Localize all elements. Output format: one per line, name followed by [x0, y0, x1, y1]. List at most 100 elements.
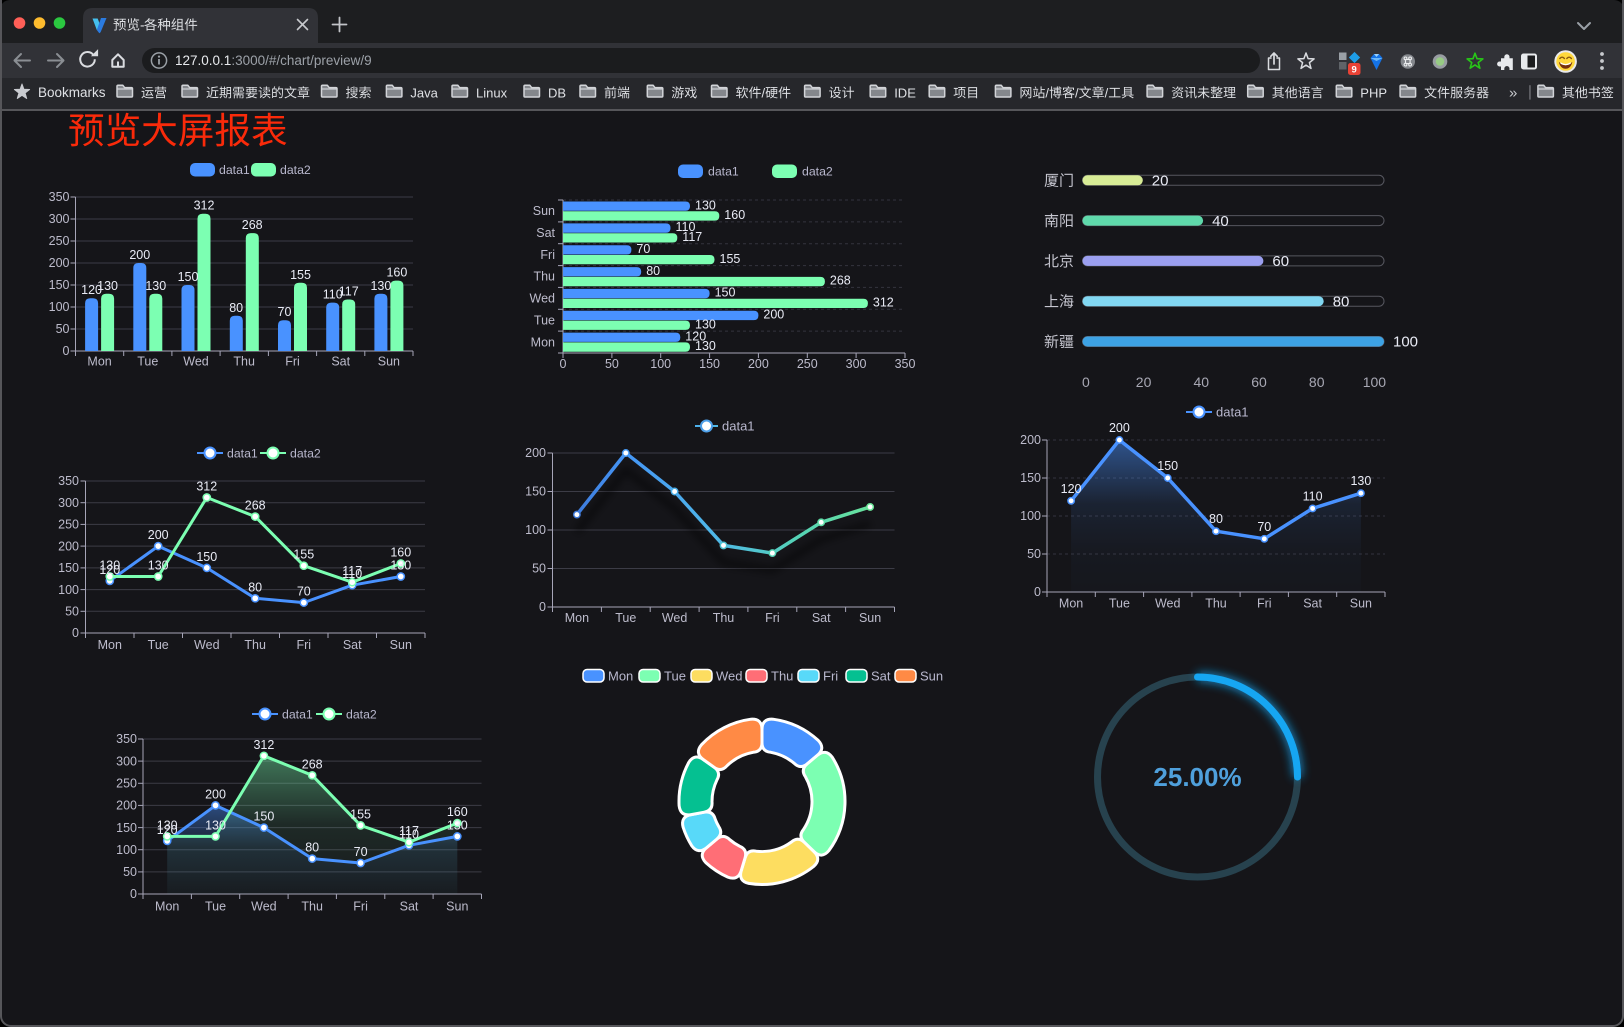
svg-text:data2: data2: [280, 163, 311, 177]
svg-text:Sun: Sun: [446, 900, 468, 914]
svg-text:350: 350: [49, 190, 70, 204]
svg-text:0: 0: [63, 344, 70, 358]
svg-text:100: 100: [58, 583, 79, 597]
svg-text:50: 50: [605, 357, 619, 371]
svg-text:150: 150: [1020, 471, 1041, 485]
svg-text:Tue: Tue: [1109, 597, 1130, 611]
svg-text:300: 300: [58, 496, 79, 510]
svg-text:70: 70: [354, 845, 368, 859]
svg-text:300: 300: [116, 754, 137, 768]
svg-text:110: 110: [323, 288, 343, 302]
svg-text:60: 60: [1272, 253, 1289, 270]
svg-text:Thu: Thu: [244, 638, 266, 652]
svg-text:80: 80: [1333, 293, 1350, 310]
svg-text:Sat: Sat: [812, 611, 831, 625]
svg-text:Mon: Mon: [531, 335, 555, 349]
svg-text:data1: data1: [219, 163, 250, 177]
svg-text:268: 268: [302, 757, 323, 771]
svg-text:70: 70: [636, 242, 650, 256]
svg-text:Sun: Sun: [378, 355, 400, 369]
svg-text:350: 350: [895, 357, 916, 371]
svg-text:200: 200: [1109, 421, 1130, 435]
svg-text:Tue: Tue: [664, 669, 686, 684]
svg-text:127.0.0.1:3000/#/chart/preview: 127.0.0.1:3000/#/chart/preview/9: [175, 53, 372, 68]
svg-text:150: 150: [699, 357, 720, 371]
svg-text:Thu: Thu: [301, 900, 323, 914]
svg-text:25.00%: 25.00%: [1153, 762, 1241, 792]
svg-text:40: 40: [1212, 213, 1229, 230]
svg-text:120: 120: [685, 329, 706, 343]
svg-text:155: 155: [350, 807, 371, 821]
svg-text:100: 100: [1020, 509, 1041, 523]
svg-text:200: 200: [129, 248, 150, 262]
svg-text:70: 70: [297, 585, 311, 599]
svg-text:/: /: [1045, 85, 1049, 100]
svg-text:130: 130: [205, 818, 226, 832]
svg-text:50: 50: [56, 322, 70, 336]
svg-text:9: 9: [1352, 64, 1357, 75]
svg-text:Linux: Linux: [476, 85, 508, 100]
svg-text:DB: DB: [548, 85, 566, 100]
svg-text:130: 130: [157, 818, 178, 832]
svg-text:Sun: Sun: [859, 611, 881, 625]
svg-text:Fri: Fri: [765, 611, 780, 625]
svg-text:-: -: [140, 18, 145, 33]
svg-text:268: 268: [830, 274, 851, 288]
svg-text:100: 100: [525, 523, 546, 537]
svg-text:200: 200: [58, 539, 79, 553]
svg-text:312: 312: [253, 738, 274, 752]
svg-text:350: 350: [58, 474, 79, 488]
svg-text:Wed: Wed: [251, 900, 277, 914]
svg-text:/: /: [1075, 85, 1079, 100]
svg-text:data2: data2: [802, 164, 833, 178]
svg-text:Wed: Wed: [530, 292, 556, 306]
svg-text:200: 200: [763, 308, 784, 322]
svg-text:250: 250: [58, 518, 79, 532]
svg-text:data1: data1: [282, 708, 313, 722]
svg-text:200: 200: [205, 787, 226, 801]
svg-text:110: 110: [399, 827, 419, 841]
svg-text:160: 160: [390, 546, 411, 560]
svg-text:70: 70: [278, 305, 292, 319]
svg-text:50: 50: [123, 865, 137, 879]
svg-text:300: 300: [49, 212, 70, 226]
svg-text:Sat: Sat: [343, 638, 362, 652]
svg-text:117: 117: [682, 230, 702, 244]
svg-text:120: 120: [1061, 482, 1082, 496]
svg-text:200: 200: [1020, 433, 1041, 447]
svg-text:110: 110: [1303, 489, 1323, 503]
svg-text:50: 50: [65, 605, 79, 619]
svg-text:268: 268: [242, 218, 263, 232]
svg-text:Fri: Fri: [823, 669, 838, 684]
svg-text:130: 130: [695, 198, 716, 212]
svg-text:130: 130: [1350, 474, 1371, 488]
svg-text:Tue: Tue: [148, 638, 169, 652]
svg-text:Mon: Mon: [87, 355, 111, 369]
svg-text:Fri: Fri: [353, 900, 368, 914]
svg-text:Sun: Sun: [1350, 597, 1372, 611]
svg-text:data1: data1: [1216, 405, 1249, 420]
svg-text:80: 80: [1309, 374, 1325, 390]
svg-text:Sun: Sun: [390, 638, 412, 652]
svg-text:350: 350: [116, 732, 137, 746]
svg-text:250: 250: [116, 777, 137, 791]
svg-text:IDE: IDE: [894, 85, 916, 100]
svg-text:Sat: Sat: [331, 355, 350, 369]
svg-text:70: 70: [1257, 520, 1271, 534]
svg-text:200: 200: [748, 357, 769, 371]
svg-text:268: 268: [245, 499, 266, 513]
svg-text:117: 117: [399, 824, 419, 838]
svg-text:155: 155: [293, 548, 314, 562]
svg-text:data1: data1: [708, 164, 739, 178]
svg-text:130: 130: [97, 279, 118, 293]
svg-text:200: 200: [525, 446, 546, 460]
svg-text:117: 117: [339, 285, 359, 299]
svg-text:155: 155: [290, 268, 311, 282]
svg-text:120: 120: [157, 823, 178, 837]
svg-text:150: 150: [116, 821, 137, 835]
svg-text:20: 20: [1152, 173, 1169, 190]
svg-text:Wed: Wed: [716, 669, 743, 684]
svg-text:150: 150: [58, 561, 79, 575]
svg-text:Wed: Wed: [194, 638, 220, 652]
svg-text:Mon: Mon: [565, 611, 589, 625]
